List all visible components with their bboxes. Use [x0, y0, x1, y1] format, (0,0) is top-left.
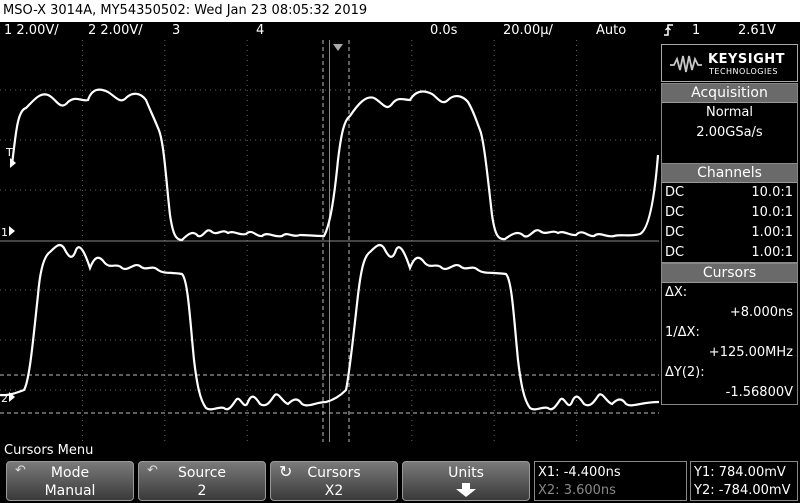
sample-rate: 2.00GSa/s — [696, 125, 763, 140]
timebase[interactable]: 20.00µ/ — [503, 23, 553, 38]
units-softkey-label: Units — [448, 465, 484, 481]
ch4-scale[interactable]: 4 — [256, 23, 265, 38]
ch2-scale[interactable]: 2 2.00V/ — [88, 23, 143, 38]
knob-select-icon: ↻ — [279, 462, 293, 481]
status-bar: 1 2.00V/ 2 2.00V/ 3 4 0.0s 20.00µ/ Auto … — [0, 22, 800, 40]
window-title: MSO-X 3014A, MY54350502: Wed Jan 23 08:0… — [3, 3, 368, 18]
cursor-lines — [0, 40, 659, 442]
delta-y-label-row: ΔY(2): — [665, 365, 705, 380]
brand-logo: KEYSIGHT TECHNOLOGIES — [661, 44, 798, 82]
ch2-marker-label: 2 — [1, 392, 8, 405]
mode-softkey-value: Manual — [44, 483, 96, 499]
channel-row: DC 10.0:1 — [665, 205, 793, 220]
ch1-ground-marker — [9, 226, 15, 236]
side-panel: KEYSIGHT TECHNOLOGIES Acquisition Normal… — [659, 40, 800, 442]
inverse-delta-x-label-row: 1/ΔX: — [665, 325, 700, 340]
acquisition-mode: Normal — [705, 105, 754, 120]
trigger-marker-label: T — [5, 146, 13, 159]
keysight-wave-icon — [670, 55, 702, 73]
source-softkey-value: 2 — [197, 483, 207, 499]
y2-readout: Y2: -784.00mV — [694, 483, 791, 498]
channel-row: DC 10.0:1 — [665, 185, 793, 200]
cursors-title: Cursors — [662, 264, 797, 283]
channel-markers — [9, 158, 16, 402]
inverse-delta-x-value-row: +125.00MHz — [708, 345, 793, 360]
source-softkey[interactable]: ↶ Source 2 — [138, 461, 266, 501]
delta-y-value-row: -1.56800V — [725, 385, 793, 400]
channels-panel[interactable]: Channels DC 10.0:1 DC 10.0:1 DC 1.00:1 DC 1.… — [661, 163, 798, 263]
brand-subtitle: TECHNOLOGIES — [709, 67, 778, 76]
units-softkey[interactable]: Units — [402, 461, 530, 501]
cursors-softkey[interactable]: ↻ Cursors X2 — [270, 461, 398, 501]
ch3-scale[interactable]: 3 — [172, 23, 181, 38]
cursors-softkey-value: X2 — [324, 483, 344, 499]
cursors-softkey-label: Cursors — [307, 465, 361, 481]
submenu-arrow-icon — [403, 482, 529, 503]
knob-rotate-icon: ↶ — [147, 463, 158, 478]
ch1-marker-label: 1 — [1, 226, 8, 239]
x-cursor-readout[interactable]: X1: -4.400ns X2: 3.600ns — [534, 461, 687, 501]
rising-edge-icon — [663, 22, 675, 44]
delta-x-value-row: +8.000ns — [729, 305, 793, 320]
x2-readout: X2: 3.600ns — [538, 483, 616, 498]
trigger-level[interactable]: 2.61V — [738, 23, 776, 38]
waveform-display[interactable]: T 1 2 — [0, 40, 660, 442]
channel-row: DC 1.00:1 — [665, 225, 793, 240]
trigger-level-marker — [10, 158, 16, 168]
window-title-bar: MSO-X 3014A, MY54350502: Wed Jan 23 08:0… — [0, 0, 800, 22]
ch1-scale[interactable]: 1 2.00V/ — [4, 23, 59, 38]
channel-row: DC 1.00:1 — [665, 245, 793, 260]
x1-readout: X1: -4.400ns — [538, 465, 621, 480]
mode-softkey-label: Mode — [50, 465, 90, 481]
channel-2-waveform — [0, 243, 660, 411]
menu-title: Cursors Menu — [4, 443, 94, 458]
delta-x-label-row: ΔX: — [665, 285, 688, 300]
horizontal-delay[interactable]: 0.0s — [430, 23, 458, 38]
acquisition-title: Acquisition — [662, 84, 797, 103]
trigger-source[interactable]: 1 — [692, 23, 701, 38]
trigger-mode[interactable]: Auto — [596, 23, 627, 38]
cursors-panel[interactable]: Cursors ΔX: +8.000ns 1/ΔX: +125.00MHz ΔY… — [661, 263, 798, 405]
source-softkey-label: Source — [177, 465, 227, 481]
ch2-ground-marker — [9, 392, 15, 402]
knob-rotate-icon: ↶ — [15, 463, 26, 478]
brand-name: KEYSIGHT — [708, 52, 785, 67]
channels-title: Channels — [662, 164, 797, 183]
y1-readout: Y1: 784.00mV — [694, 465, 786, 480]
y-cursor-readout[interactable]: Y1: 784.00mV Y2: -784.00mV — [690, 461, 798, 501]
trigger-position-marker — [333, 44, 343, 51]
channel-1-waveform — [10, 88, 660, 242]
mode-softkey[interactable]: ↶ Mode Manual — [6, 461, 134, 501]
menu-title-bar: Cursors Menu — [0, 442, 800, 460]
